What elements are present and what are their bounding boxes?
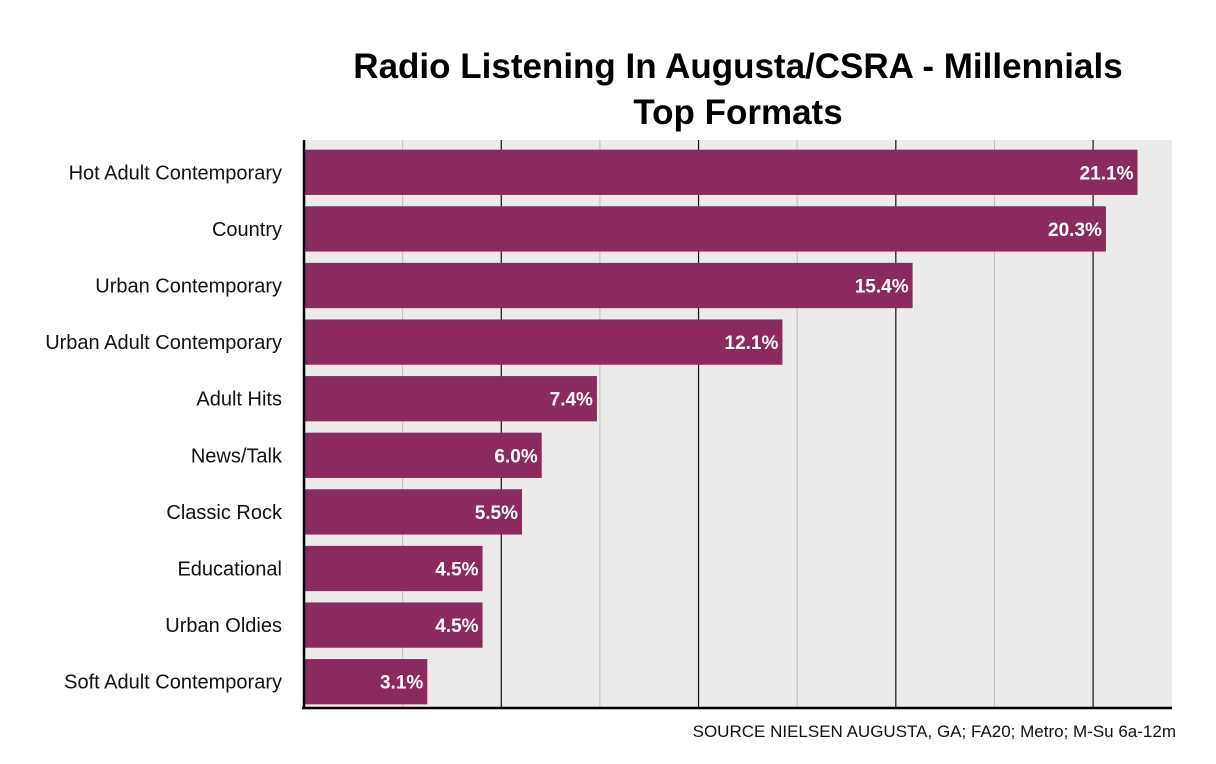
data-label-4: 12.1% — [725, 333, 779, 354]
category-label-6: News/Talk — [191, 445, 283, 467]
category-label-2: Country — [212, 219, 282, 241]
bar-1 — [305, 149, 1138, 195]
chart-title: Radio Listening In Augusta/CSRA - Millen… — [300, 44, 1176, 136]
data-label-7: 5.5% — [475, 503, 518, 524]
category-label-4: Urban Adult Contemporary — [45, 332, 282, 354]
bar-7 — [305, 489, 522, 535]
source-note: SOURCE NIELSEN AUGUSTA, GA; FA20; Metro;… — [692, 722, 1176, 741]
bar-6 — [305, 432, 542, 478]
data-label-1: 21.1% — [1080, 163, 1134, 184]
chart-title-line-1: Radio Listening In Augusta/CSRA - Millen… — [353, 47, 1123, 86]
category-label-10: Soft Adult Contemporary — [64, 672, 282, 694]
data-label-8: 4.5% — [435, 560, 478, 581]
data-label-10: 3.1% — [380, 673, 423, 694]
category-labels: Hot Adult Contemporary Country Urban Conte… — [45, 162, 283, 693]
bar-4 — [305, 319, 783, 365]
data-label-2: 20.3% — [1048, 220, 1102, 241]
bar-5 — [305, 376, 597, 422]
bar-3 — [305, 262, 913, 309]
chart-title-line-2: Top Formats — [633, 93, 843, 132]
category-label-8: Educational — [177, 559, 282, 581]
data-label-6: 6.0% — [494, 446, 537, 467]
category-label-5: Adult Hits — [196, 389, 282, 411]
data-label-3: 15.4% — [855, 277, 909, 298]
bar-9 — [305, 602, 483, 648]
data-label-5: 7.4% — [550, 390, 593, 411]
category-label-9: Urban Oldies — [165, 615, 282, 637]
category-label-1: Hot Adult Contemporary — [69, 162, 282, 184]
category-label-3: Urban Contemporary — [95, 276, 282, 298]
data-label-9: 4.5% — [435, 616, 478, 637]
bar-2 — [305, 206, 1106, 252]
bar-10 — [305, 659, 428, 705]
category-label-7: Classic Rock — [166, 502, 283, 524]
bars: 21.1% 20.3% 15.4% 12.1% 7.4% 6.0% 5.5% 4.5% 4.5%… — [305, 149, 1138, 705]
bar-8 — [305, 545, 483, 592]
